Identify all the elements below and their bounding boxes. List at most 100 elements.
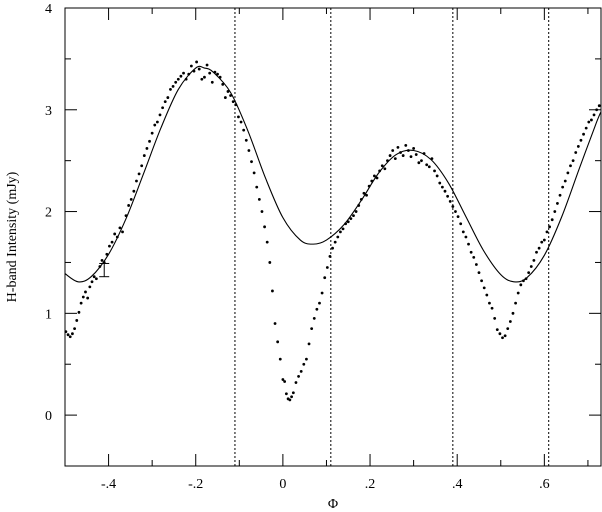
data-point [268,261,272,264]
data-point [281,378,285,381]
x-tick-label: -.2 [188,477,203,492]
data-point [315,307,319,311]
data-point [409,155,413,158]
data-point [336,235,340,239]
data-point [221,82,225,86]
data-point [375,176,379,180]
data-point [68,335,72,339]
data-point [223,96,227,99]
data-point [142,154,146,157]
data-point [401,154,405,157]
data-point [218,75,222,79]
data-point [184,77,188,81]
data-point [294,381,298,384]
data-point [569,164,572,168]
data-point [197,67,201,71]
data-point [150,131,154,135]
data-point [503,334,507,338]
data-point [365,193,368,197]
data-point [140,164,144,168]
data-point [231,100,235,104]
data-point [263,225,266,229]
data-point [488,301,491,305]
data-point [490,306,494,310]
data-point [563,179,567,183]
data-point [312,317,316,320]
data-point [331,246,334,250]
data-point [105,252,109,256]
data-point [446,194,450,198]
data-point [163,100,167,104]
data-point [542,238,546,242]
data-point [440,185,444,189]
data-point [548,225,551,229]
x-tick-label: .6 [539,477,550,492]
data-point [344,222,348,226]
data-point [550,218,554,222]
data-point [90,280,94,284]
data-point [464,235,468,239]
data-point [592,113,596,117]
data-point [556,202,559,205]
data-point [81,295,85,299]
data-point [189,64,193,68]
data-point [469,250,473,254]
data-point [501,336,504,340]
data-point [291,391,295,395]
data-point [480,279,483,283]
data-point [71,332,74,336]
data-point [148,139,151,143]
data-point [430,157,434,161]
data-point [239,120,243,124]
x-tick-label: -.4 [101,477,116,492]
data-point [166,96,170,99]
data-point [482,286,486,290]
data-point [250,160,253,164]
data-point [305,357,308,361]
data-point [255,185,259,189]
data-point [278,357,282,361]
data-point [495,328,499,332]
data-point [417,161,421,165]
data-point [86,296,90,300]
data-point [584,126,588,130]
y-tick-label: 0 [45,409,52,424]
data-point [205,63,209,67]
data-point [422,152,426,155]
data-point [451,205,455,208]
data-point [404,144,408,147]
data-point [472,255,476,259]
data-point [288,398,292,402]
data-point [511,311,515,315]
data-point [537,246,541,250]
data-point [174,80,178,84]
data-point [420,159,423,163]
data-point [79,301,83,305]
data-point [372,174,376,178]
data-point [341,227,345,231]
data-point [383,167,387,171]
data-point [354,210,358,213]
data-point [467,242,470,246]
data-point [391,149,395,152]
data-point [412,147,416,150]
data-point [124,214,128,218]
data-point [443,189,447,193]
data-point [576,145,580,148]
x-tick-label: .2 [365,477,376,492]
data-points-layer [64,60,601,402]
data-point [519,283,523,287]
data-point [234,103,238,107]
data-point [590,118,593,122]
data-point [171,84,175,88]
x-tick-label: .4 [452,477,463,492]
data-point [237,115,240,119]
data-point [161,106,165,110]
x-axis-label: Φ [328,497,338,512]
data-point [527,271,531,275]
data-point [110,240,114,244]
data-point [540,240,544,244]
data-point [169,88,172,91]
data-point [566,171,570,175]
